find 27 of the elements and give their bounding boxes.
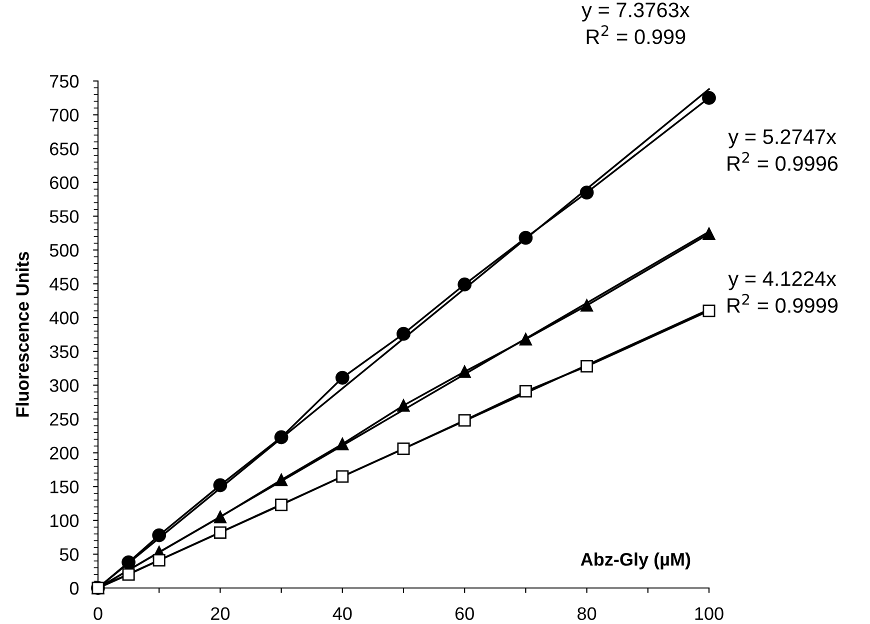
y-tick-label: 200	[50, 446, 79, 460]
y-tick-label: 50	[60, 548, 79, 561]
y-tick-label: 300	[50, 379, 79, 392]
y-tick-label: 450	[50, 278, 79, 291]
y-tick-label: 250	[50, 412, 79, 426]
x-tick-label: 100	[695, 607, 724, 620]
x-tick-label: 20	[211, 607, 230, 620]
y-tick-label: 0	[70, 582, 79, 595]
x-tick-label: 80	[578, 607, 596, 620]
y-tick-label: 550	[50, 210, 79, 223]
x-tick-label: 60	[455, 607, 474, 620]
y-tick-label: 500	[50, 244, 79, 257]
y-tick-label: 650	[50, 142, 79, 156]
text: y = 7.3763x R$^{2}$ = 0.999	[582, 2, 690, 44]
y-tick-label: 400	[50, 312, 79, 324]
y-tick-label: 100	[50, 514, 79, 528]
text: y = 4.1224x R$^{2}$ = 0.9999	[728, 271, 838, 313]
y-tick-label: 150	[50, 480, 79, 494]
x-tick-label: 40	[332, 607, 352, 620]
y-tick-label: 350	[50, 345, 79, 358]
y-tick-label: 700	[50, 108, 79, 122]
x-tick-label: 0	[94, 607, 102, 620]
text: y = 5.2747x R$^{2}$ = 0.9996	[728, 129, 838, 171]
y-tick-label: 600	[50, 176, 79, 190]
y-axis-title: Fluorescence Units	[16, 252, 29, 417]
y-tick-label: 750	[50, 74, 79, 88]
x-axis-title: Abz-Gly (µM)	[580, 552, 690, 570]
